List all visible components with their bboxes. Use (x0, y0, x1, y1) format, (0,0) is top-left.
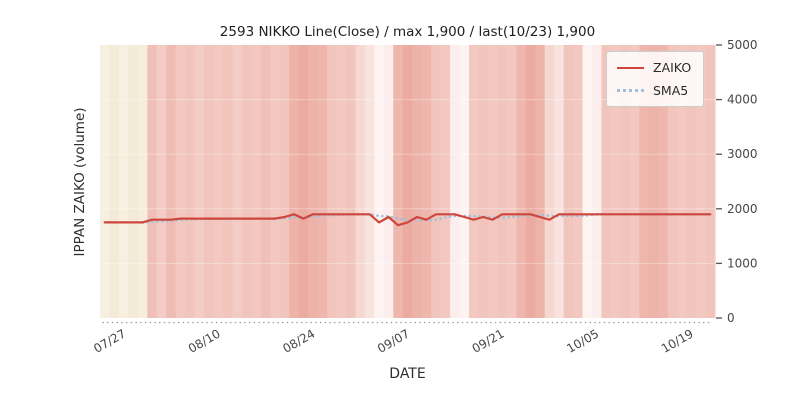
background-band (412, 45, 423, 318)
legend-item-sma5: SMA5 (617, 83, 691, 98)
background-band (100, 45, 110, 318)
legend-label-zaiko: ZAIKO (653, 60, 692, 75)
x-tick-label: 08/24 (280, 326, 317, 355)
background-band (573, 45, 583, 318)
background-band (223, 45, 233, 318)
background-band (667, 45, 678, 318)
background-band (298, 45, 309, 318)
background-band (705, 45, 716, 318)
background-band (431, 45, 442, 318)
background-band (677, 45, 688, 318)
y-tick-label: 4000 (727, 93, 758, 107)
background-band (478, 45, 489, 318)
x-tick-label: 10/05 (564, 326, 601, 355)
background-band (109, 45, 120, 318)
background-band (459, 45, 470, 318)
background-band (497, 45, 508, 318)
y-tick-label: 3000 (727, 147, 758, 161)
y-axis-label: IPPAN ZAIKO (volume) (72, 107, 88, 257)
background-band (696, 45, 706, 318)
background-band (308, 45, 319, 318)
background-band (582, 45, 593, 318)
background-band (525, 45, 536, 318)
zaiko-line-icon (617, 66, 644, 69)
x-tick-label: 07/27 (91, 326, 128, 355)
background-band (156, 45, 167, 318)
background-band (554, 45, 565, 318)
x-tick-label: 09/07 (375, 326, 412, 355)
legend-item-zaiko: ZAIKO (617, 60, 691, 75)
chart-title: 2593 NIKKO Line(Close) / max 1,900 / las… (219, 24, 596, 40)
background-band (450, 45, 460, 318)
background-band (648, 45, 659, 318)
background-band (289, 45, 300, 318)
background-band (592, 45, 602, 318)
background-band (402, 45, 413, 318)
background-band (383, 45, 394, 318)
background-band (147, 45, 158, 318)
x-axis-label: DATE (389, 366, 426, 382)
background-band (610, 45, 621, 318)
background-band (544, 45, 555, 318)
background-band (440, 45, 451, 318)
background-band (204, 45, 214, 318)
background-band (251, 45, 262, 318)
background-band (506, 45, 517, 318)
background-band (118, 45, 129, 318)
background-band (469, 45, 479, 318)
background-band (487, 45, 498, 318)
y-tick-label: 2000 (727, 202, 758, 216)
background-band (393, 45, 404, 318)
y-tick-label: 5000 (727, 38, 758, 52)
background-band (137, 45, 148, 318)
background-band (364, 45, 375, 318)
background-band (535, 45, 546, 318)
background-band (563, 45, 574, 318)
background-band (317, 45, 328, 318)
background-band (270, 45, 281, 318)
background-band (260, 45, 271, 318)
background-band (194, 45, 205, 318)
background-band (658, 45, 669, 318)
background-band (175, 45, 186, 318)
background-band (620, 45, 631, 318)
background-band (629, 45, 640, 318)
x-tick-label: 08/10 (186, 326, 223, 355)
background-band (374, 45, 385, 318)
sma5-line-icon (617, 89, 644, 92)
background-band (185, 45, 196, 318)
background-band (686, 45, 697, 318)
background-band (336, 45, 347, 318)
background-band (346, 45, 356, 318)
background-band (601, 45, 612, 318)
background-band (232, 45, 243, 318)
background-band (355, 45, 366, 318)
x-tick-label: 10/19 (659, 326, 696, 355)
y-tick-label: 0 (727, 311, 735, 325)
series-zaiko-line (103, 213, 712, 227)
legend: ZAIKO SMA5 (606, 51, 705, 107)
background-band (213, 45, 224, 318)
background-band (166, 45, 177, 318)
background-band (516, 45, 527, 318)
background-band (327, 45, 337, 318)
background-band (421, 45, 432, 318)
legend-label-sma5: SMA5 (653, 83, 689, 98)
background-band (128, 45, 139, 318)
background-band (279, 45, 290, 318)
background-band (639, 45, 650, 318)
y-tick-label: 1000 (727, 256, 758, 270)
x-tick-label: 09/21 (470, 326, 507, 355)
background-band (241, 45, 252, 318)
